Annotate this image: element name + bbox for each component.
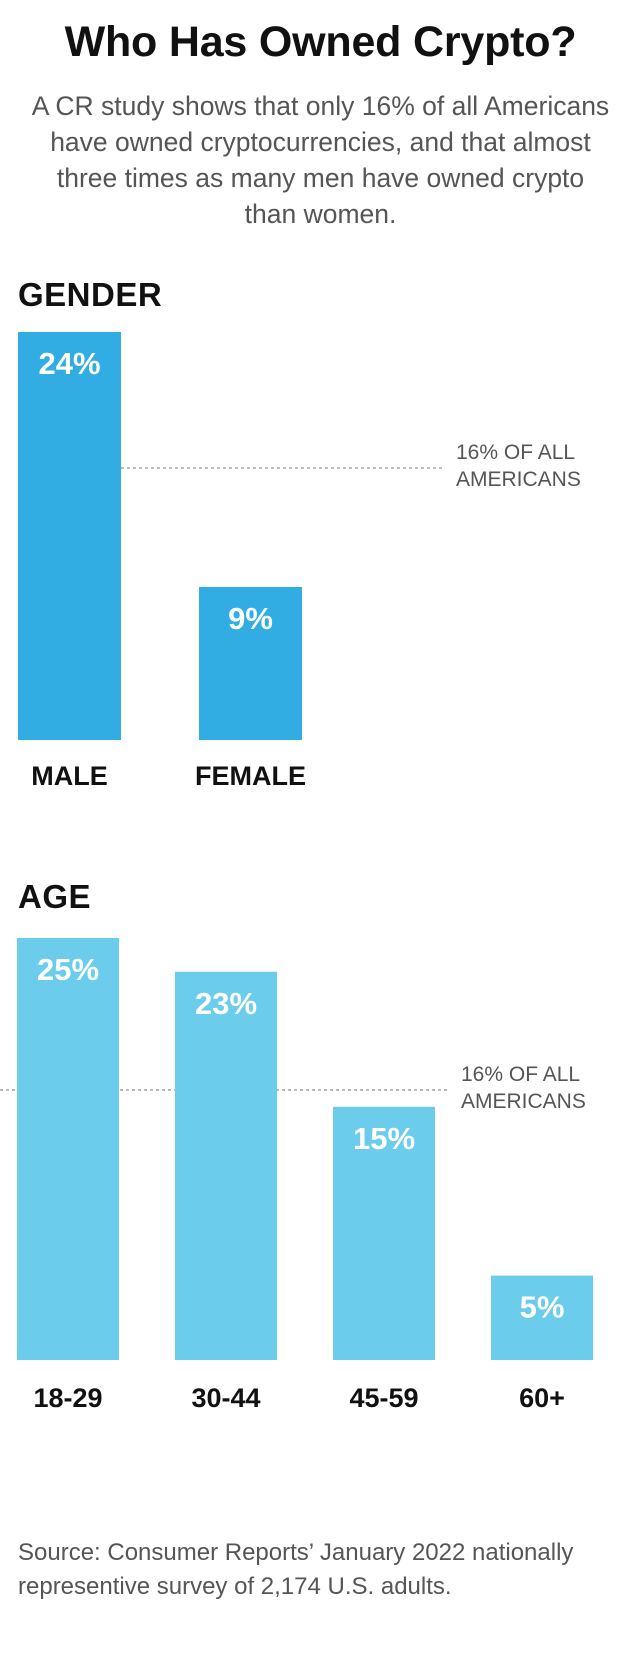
chart-subtitle: A CR study shows that only 16% of all Am… [31, 91, 610, 229]
chart-title: Who Has Owned Crypto? [64, 18, 577, 66]
reference-label: AMERICANS [456, 468, 581, 491]
bar-18-29 [17, 938, 119, 1360]
reference-label: 16% OF ALL [461, 1063, 580, 1086]
category-label: 45-59 [349, 1383, 418, 1413]
gender-bar-chart: 16% OF ALL AMERICANS 24% MALE 9% FEMALE [18, 332, 581, 791]
category-label: FEMALE [195, 761, 306, 791]
bar-value-label: 23% [195, 986, 257, 1021]
bar-30-44 [175, 971, 277, 1360]
bar-male [18, 332, 121, 740]
category-label: MALE [31, 761, 108, 791]
category-label: 18-29 [33, 1383, 102, 1413]
age-bar-chart: 16% OF ALL AMERICANS 25% 18-29 23% 30-44 15% 45… [0, 938, 593, 1413]
age-section-title: AGE [18, 878, 92, 915]
bar-value-label: 24% [38, 346, 100, 381]
gender-section-title: GENDER [18, 276, 163, 313]
bar-value-label: 9% [228, 601, 273, 636]
bar-60+ [491, 1275, 593, 1360]
bar-value-label: 5% [520, 1290, 565, 1325]
bar-45-59 [333, 1106, 435, 1360]
bar-value-label: 25% [37, 952, 99, 987]
reference-label: AMERICANS [461, 1090, 586, 1113]
bar-value-label: 15% [353, 1121, 415, 1156]
reference-label: 16% OF ALL [456, 441, 575, 464]
source-note: Source: Consumer Reports’ January 2022 n… [18, 1539, 574, 1600]
category-label: 30-44 [191, 1383, 260, 1413]
bar-female [199, 587, 302, 740]
category-label: 60+ [519, 1383, 565, 1413]
